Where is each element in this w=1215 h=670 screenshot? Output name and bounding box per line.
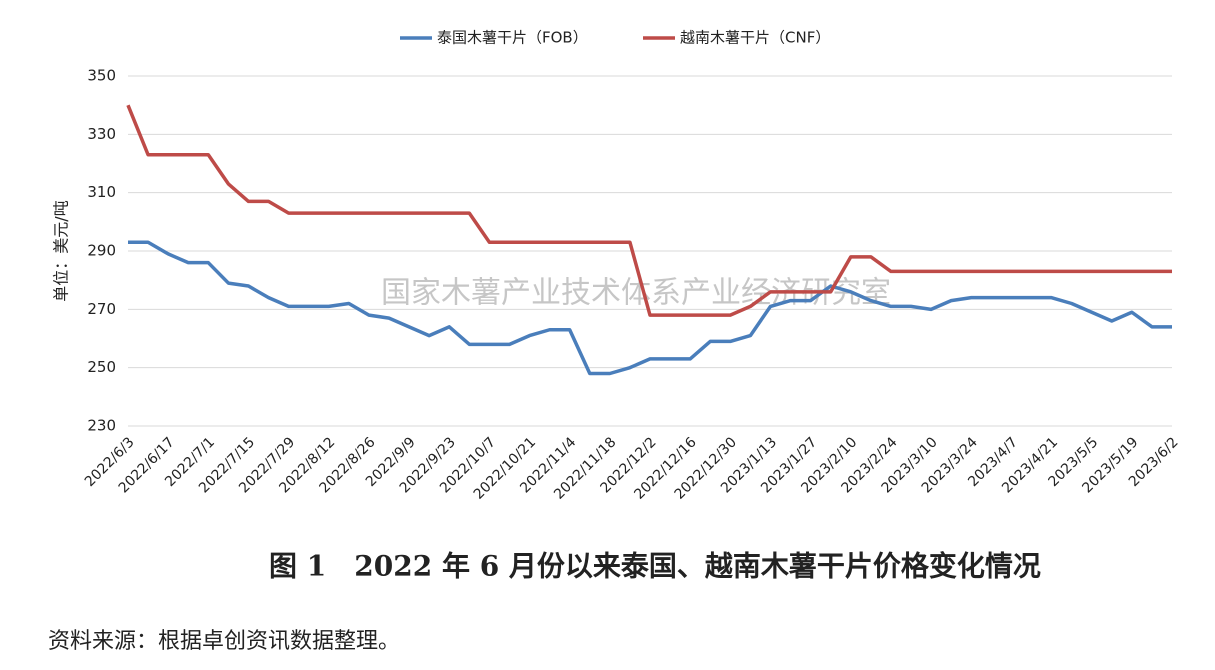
legend-label: 泰国木薯干片（FOB）: [437, 29, 588, 47]
y-tick-label: 310: [87, 183, 116, 201]
y-tick-label: 290: [87, 242, 116, 260]
y-tick-label: 330: [87, 125, 116, 143]
y-tick-label: 270: [87, 300, 116, 318]
y-tick-label: 250: [87, 358, 116, 376]
caption: 图 1 2022 年 6 月份以来泰国、越南木薯干片价格变化情况: [269, 550, 1041, 583]
series-line: [126, 104, 1172, 317]
legend-label: 越南木薯干片（CNF）: [680, 29, 830, 47]
y-tick-label: 230: [87, 417, 116, 435]
y-axis-label: 单位：美元/吨: [52, 200, 71, 301]
source: 资料来源：根据卓创资讯数据整理。: [48, 629, 400, 654]
series-line: [128, 240, 1172, 376]
y-tick-label: 350: [87, 67, 116, 85]
